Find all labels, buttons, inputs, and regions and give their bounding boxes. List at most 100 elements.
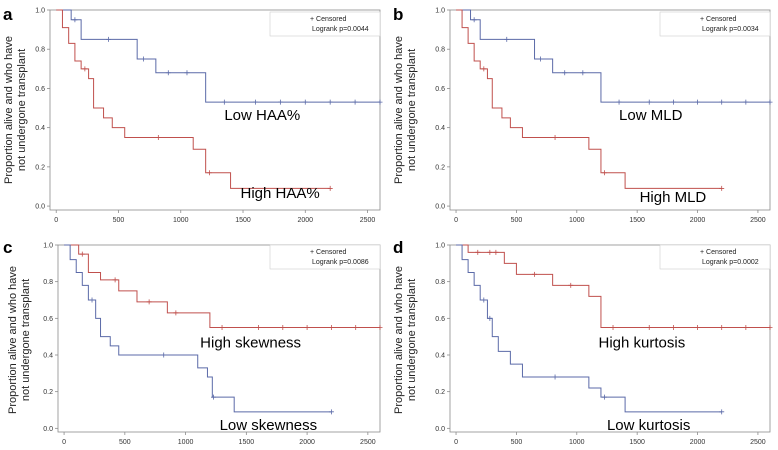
panel-c-legend-pvalue: Logrank p=0.0086 [312,259,369,266]
panel-d-censor-mark [481,297,487,303]
panel-a-censor-mark [184,70,190,76]
panel-d-ylabel-line2: not undergone transplant [406,279,418,401]
panel-a-ytick-label: 0.8 [35,47,45,54]
panel-b-censor-mark [616,99,622,105]
panel-d-xtick-label: 2500 [750,439,766,446]
panel-d-ytick-label: 0.4 [435,353,445,360]
panel-d-censor-mark [602,394,608,400]
panel-d-censor-mark [695,325,701,330]
panel-d-censor-mark [610,325,616,330]
panel-a-series-line-high-haa [56,9,331,189]
panel-b-xtick-label: 0 [454,217,458,224]
panel-c-ytick-label: 0.4 [43,353,53,360]
panel-a-plot-frame [49,9,381,211]
panel-b-xtick-label: 2000 [690,217,706,224]
panel-c-censor-mark [304,325,310,330]
panel-d-letter: d [393,238,403,257]
panel-c-series-label-high-skewness: High skewness [200,335,301,352]
panel-c-legend-box [269,244,381,270]
panel-c-censor-mark [328,409,334,415]
panel-b-ytick-label: 1.0 [435,8,445,15]
panel-a-series-label-high-haa: High HAA% [241,185,320,202]
panel-a-ylabel-line2: not undergone transplant [16,49,28,171]
panel-a-legend-censored: + Censored [310,16,346,23]
panel-d-censor-mark [670,325,676,330]
panel-a-xtick-label: 500 [113,217,125,224]
panel-b-censor-mark [562,70,568,76]
panel-d-series-line-high-kurtosis [456,244,770,328]
panel-d-censor-mark [646,325,652,330]
panel-b-plot-frame [449,9,771,211]
panel-a-censor-mark [206,170,212,176]
panel-d-plot-frame [449,244,771,433]
panel-d-ylabel: Proportion alive and who havenot undergo… [393,266,418,414]
panel-a-censor-mark [302,99,308,105]
panel-a-ytick-label: 0.4 [35,125,45,132]
panel-c-xtick-label: 0 [62,439,66,446]
panel-d-series-label-low-kurtosis: Low kurtosis [607,417,690,434]
panel-a-censor-mark [221,99,227,105]
panel-b-censor-mark [538,56,544,62]
panel-b-censor-mark [719,185,725,191]
panel-c-legend-censored: + Censored [310,249,346,256]
panel-d-censor-mark [743,325,749,330]
panel-c-censor-mark [211,394,217,400]
panel-c-censor-mark [146,299,152,305]
panel-d-censor-mark [487,315,493,321]
panel-a-letter: a [3,5,13,24]
panel-d-ytick-label: 1.0 [435,243,445,250]
panel-c-ytick-label: 0.0 [43,426,53,433]
panel-d-censor-mark [532,271,538,277]
panel-b-series-line-high-mld [456,9,722,189]
panel-d-xtick-label: 0 [454,439,458,446]
panel-c-censor-mark [173,310,179,316]
panel-d-xtick-label: 500 [511,439,523,446]
panel-d-ytick-label: 0.0 [435,426,445,433]
panel-b-censor-mark [552,134,558,140]
panel-a-censor-mark [277,99,283,105]
panel-b-censor-mark [504,36,510,42]
panel-c-censor-mark [377,325,383,330]
panel-c-censor-mark [328,325,334,330]
panel-d-xtick-label: 1500 [629,439,645,446]
panel-b-legend-box [659,11,771,37]
panel-b-series-label-low-mld: Low MLD [619,107,683,124]
panel-c-ytick-label: 0.6 [43,316,53,323]
panel-b-legend-pvalue: Logrank p=0.0034 [702,26,759,33]
panel-b-xtick-label: 1500 [629,217,645,224]
panel-b-ylabel-line2: not undergone transplant [406,49,418,171]
panel-a-series-label-low-haa: Low HAA% [224,107,300,124]
panel-d-ytick-label: 0.6 [435,316,445,323]
panel-a-censor-mark [327,185,333,191]
panel-a-ytick-label: 0.0 [35,204,45,211]
panel-a-censor-mark [165,70,171,76]
panel-a-xtick-label: 0 [54,217,58,224]
panel-a-xtick-label: 1000 [173,217,189,224]
panel-b-xtick-label: 1000 [569,217,585,224]
panel-c-xtick-label: 500 [119,439,131,446]
panel-b-ytick-label: 0.2 [435,164,445,171]
panel-c-censor-mark [89,297,95,303]
panel-d-legend-pvalue: Logrank p=0.0002 [702,259,759,266]
panel-a-censor-mark [72,17,78,23]
panel-d-censor-mark [719,409,725,415]
panel-c-plot-frame [57,244,381,433]
panel-b-ytick-label: 0.4 [435,125,445,132]
panel-b-series-label-high-mld: High MLD [640,189,707,206]
panel-a-censor-mark [377,99,383,105]
panel-b-legend-censored: + Censored [700,16,736,23]
panel-c-letter: c [3,238,12,257]
panel-d-censor-mark [767,325,773,330]
panel-c-ytick-label: 0.2 [43,389,53,396]
panel-b-censor-mark [670,99,676,105]
panel-c-xtick-label: 1500 [239,439,255,446]
panel-b-censor-mark [471,17,477,23]
panel-a-censor-mark [155,134,161,140]
panel-a-censor-mark [252,99,258,105]
panel-b-censor-mark [767,99,773,105]
panel-d-series-label-high-kurtosis: High kurtosis [599,335,686,352]
panel-a-censor-mark [106,36,112,42]
panel-d-series-line-low-kurtosis [456,244,722,413]
panel-a-ylabel: Proportion alive and who havenot undergo… [3,36,28,184]
panel-d-legend-censored: + Censored [700,249,736,256]
